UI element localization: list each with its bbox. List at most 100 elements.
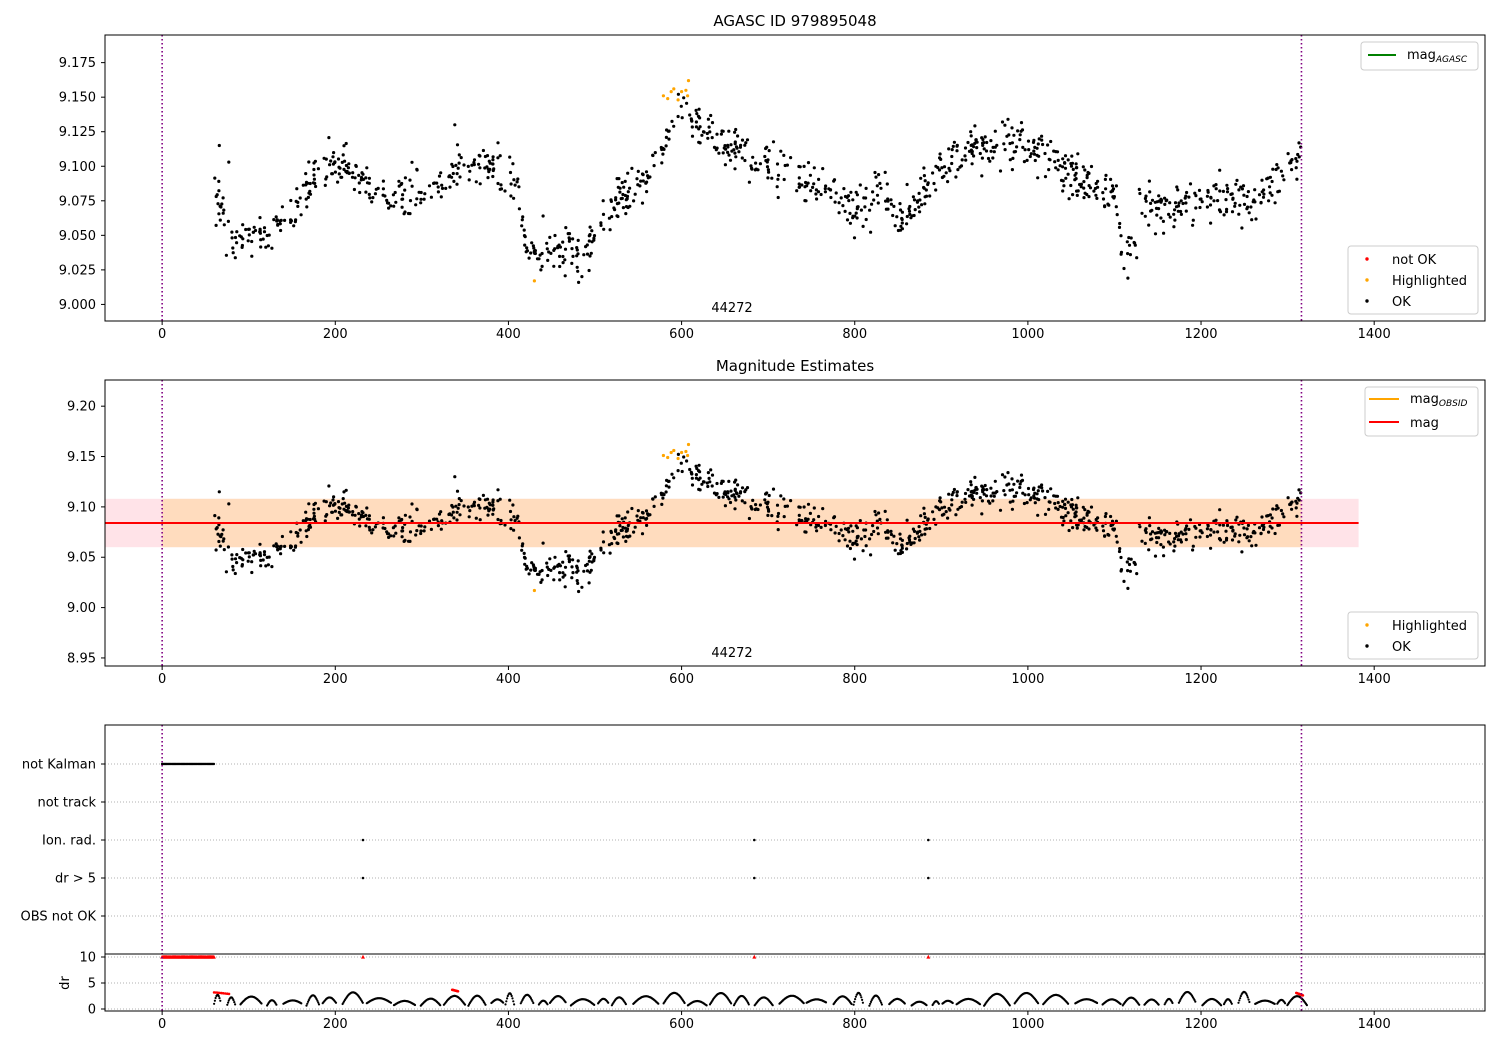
magnitude-ok-point-948 <box>690 483 695 487</box>
dr-tick-label-5: 5 <box>88 977 96 992</box>
magnitude-ok-point-955 <box>665 478 669 482</box>
agasc-ok-point-160 <box>1082 186 1086 190</box>
magnitude-ok-point-790 <box>981 490 985 494</box>
magnitude-ok-point-609 <box>267 555 271 559</box>
agasc-ok-point-644 <box>350 175 355 179</box>
dr-point <box>1171 1001 1174 1005</box>
magnitude-ok-point-916 <box>766 500 770 504</box>
magnitude-ok-point-632 <box>1127 562 1132 567</box>
agasc-ok-point-1080 <box>868 208 872 212</box>
magnitude-ok-point-105 <box>217 516 221 520</box>
agasc-panel-title: AGASC ID 979895048 <box>713 12 876 30</box>
agasc-ok-point-723 <box>331 162 335 166</box>
agasc-y-tick-label-9.150: 9.150 <box>59 91 96 106</box>
magnitude-x-tick-label-1400: 1400 <box>1358 672 1391 687</box>
magnitude-ok-point-810 <box>873 509 877 514</box>
magnitude-ok-point-487 <box>653 495 657 499</box>
agasc-ok-point-495 <box>884 199 888 203</box>
magnitude-ok-point-12 <box>1270 516 1274 520</box>
magnitude-ok-point-843 <box>696 469 701 473</box>
agasc-highlighted-point-8 <box>686 94 690 98</box>
agasc-ok-point-968 <box>537 257 541 261</box>
magnitude-ok-point-501 <box>823 523 828 528</box>
agasc-ok-point-716 <box>1150 198 1155 202</box>
agasc-ok-point-558 <box>641 173 645 177</box>
dr-point <box>1238 999 1241 1002</box>
agasc-ok-point-528 <box>1046 143 1050 147</box>
agasc-ok-point-560 <box>917 191 921 195</box>
agasc-ok-point-742 <box>1061 179 1065 183</box>
magnitude-ok-point-733 <box>599 546 603 550</box>
agasc-ok-point-649 <box>944 171 948 175</box>
magnitude-ok-point-134 <box>280 534 284 539</box>
magnitude-ok-point-746 <box>577 589 581 594</box>
agasc-ok-point-554 <box>327 136 331 140</box>
dr-point <box>852 1003 855 1006</box>
magnitude-ok-point-200 <box>1173 537 1177 541</box>
agasc-ok-point-894 <box>517 207 522 211</box>
magnitude-ok-point-1083 <box>1177 532 1181 536</box>
magnitude-ok-point-972 <box>408 530 413 534</box>
dr-point <box>413 1003 417 1007</box>
magnitude-ok-point-634 <box>329 501 333 505</box>
agasc-ok-point-1086 <box>672 124 676 128</box>
magnitude-ok-point-11 <box>558 578 562 582</box>
agasc-ok-point-895 <box>417 190 421 194</box>
magnitude-ok-point-9 <box>1159 543 1163 547</box>
agasc-ok-point-226 <box>1012 133 1016 137</box>
agasc-ok-point-463 <box>970 151 974 156</box>
magnitude-ok-point-1052 <box>373 525 377 529</box>
agasc-ok-point-602 <box>800 183 804 187</box>
magnitude-ok-point-556 <box>682 455 686 459</box>
magnitude-ok-point-258 <box>776 528 780 532</box>
magnitude-ok-point-906 <box>946 516 950 520</box>
agasc-ok-point-978 <box>775 162 780 166</box>
magnitude-obsid-label: 44272 <box>711 646 752 661</box>
magnitude-ok-point-615 <box>848 546 853 551</box>
agasc-ok-point-418 <box>919 176 923 180</box>
agasc-ok-point-663 <box>861 224 865 228</box>
magnitude-ok-point-353 <box>522 551 526 556</box>
magnitude-ok-point-566 <box>758 503 763 507</box>
magnitude-ok-point-254 <box>1003 475 1007 479</box>
agasc-ok-point-341 <box>1133 243 1137 247</box>
agasc-ok-point-306 <box>985 140 989 145</box>
magnitude-line-legend: magOBSID mag <box>1364 386 1479 437</box>
agasc-ok-point-976 <box>383 194 387 198</box>
magnitude-ok-point-759 <box>1249 535 1253 539</box>
magnitude-x-tick-label-600: 600 <box>669 672 694 687</box>
magnitude-ok-point-5 <box>466 505 470 509</box>
agasc-ok-point-27 <box>1250 218 1254 222</box>
agasc-ok-point-39 <box>1110 184 1115 188</box>
magnitude-ok-point-865 <box>812 506 816 510</box>
agasc-ok-point-372 <box>403 188 407 192</box>
magnitude-ok-point-435 <box>620 517 624 521</box>
magnitude-ok-point-807 <box>1083 508 1087 512</box>
magnitude-ok-point-152 <box>1188 518 1193 522</box>
agasc-ok-point-290 <box>878 181 882 185</box>
dr-point <box>854 998 857 1001</box>
dr-point <box>317 1003 321 1006</box>
dr-point <box>1067 1002 1070 1005</box>
magnitude-ok-point-970 <box>776 514 780 519</box>
agasc-ok-point-189 <box>896 228 901 233</box>
magnitude-ok-point-1098 <box>951 490 955 494</box>
magnitude-ok-point-270 <box>1129 557 1133 561</box>
magnitude-ok-point-803 <box>1128 569 1132 573</box>
magnitude-ok-point-901 <box>217 539 221 544</box>
magnitude-ok-point-793 <box>1260 515 1264 519</box>
agasc-ok-point-1094 <box>422 197 426 201</box>
magnitude-ok-point-750 <box>1061 505 1065 509</box>
agasc-ok-point-567 <box>347 171 351 175</box>
magnitude-ok-point-229 <box>992 494 996 498</box>
magnitude-ok-point-802 <box>723 504 728 508</box>
dr-point <box>213 999 216 1002</box>
magnitude-ok-point-175 <box>240 563 244 567</box>
magnitude-ok-point-971 <box>1033 501 1037 505</box>
agasc-ok-point-103 <box>496 156 500 160</box>
magnitude-ok-point-1064 <box>863 534 867 539</box>
agasc-ok-point-777 <box>258 231 262 235</box>
agasc-ok-point-678 <box>1010 126 1014 130</box>
magnitude-ok-point-962 <box>316 507 320 511</box>
agasc-ok-point-634 <box>329 159 333 163</box>
